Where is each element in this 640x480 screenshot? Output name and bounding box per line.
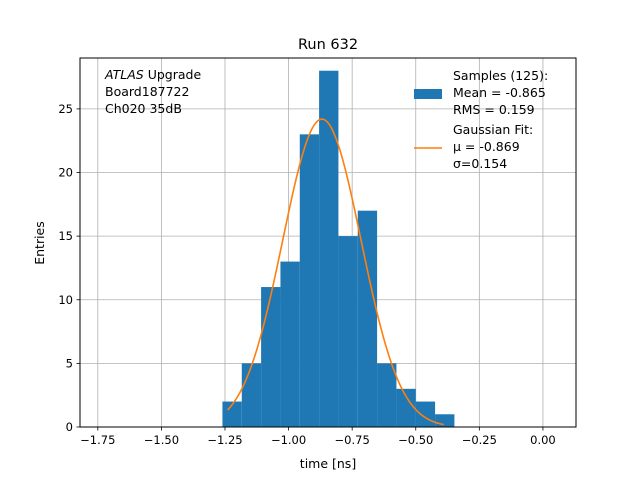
y-tick-label: 25 [58,102,73,116]
legend: Samples (125): Mean = -0.865 RMS = 0.159… [414,68,548,171]
annotation-line: ATLAS Upgrade [104,67,201,82]
legend-text: Gaussian Fit: [453,122,533,137]
x-tick-label: −1.25 [207,433,242,447]
histogram-bar [280,261,300,427]
annotation-line: Board187722 [105,84,189,99]
histogram-bar [338,236,358,427]
y-tick-label: 20 [58,166,73,180]
x-tick-label: −0.50 [398,433,433,447]
legend-text: σ=0.154 [453,156,507,171]
y-tick-label: 10 [58,293,73,307]
y-axis-ticks: 0 5 10 15 20 25 [58,102,80,434]
y-tick-label: 15 [58,229,73,243]
atlas-annotation: ATLAS Upgrade Board187722 Ch020 35dB [104,67,201,116]
histogram-bar [357,210,378,427]
gaussian-fit-line [226,118,444,426]
histogram-bars [222,70,455,428]
histogram-bar [222,401,242,427]
histogram-bar [319,70,339,428]
histogram-bar [377,363,397,427]
histogram-bar [415,401,436,427]
histogram-bar [396,388,416,427]
annotation-text: Board187722 [105,84,189,99]
histogram-bar [241,363,262,427]
histogram-bar [299,134,320,427]
x-axis-label: time [ns] [300,456,356,471]
plot-frame [79,57,577,428]
legend-text: Mean = -0.865 [453,85,546,100]
annotation-text: Upgrade [144,67,202,82]
annotation-text: Ch020 35dB [105,101,182,116]
x-tick-label: −1.75 [80,433,115,447]
x-tick-label: −0.25 [462,433,497,447]
x-tick-label: 0.00 [530,433,556,447]
annotation-line: Ch020 35dB [105,101,182,116]
y-tick-label: 5 [66,356,73,370]
x-tick-label: −0.75 [335,433,370,447]
legend-text: RMS = 0.159 [453,102,535,117]
legend-text: Samples (125): [453,68,548,83]
y-axis-label: Entries [32,221,47,265]
histogram-bar [261,287,281,427]
legend-swatch-samples [414,89,442,99]
x-tick-label: −1.00 [271,433,306,447]
chart-title: Run 632 [298,37,358,53]
annotation-italic: ATLAS [104,67,144,82]
legend-text: μ = -0.869 [453,139,520,154]
histogram-bar [435,414,455,427]
gaussian-fit-curve [226,118,444,426]
x-axis-ticks: −1.75 −1.50 −1.25 −1.00 −0.75 −0.50 −0.25 0.00 [80,427,556,447]
y-tick-label: 0 [66,420,73,434]
x-tick-label: −1.50 [144,433,179,447]
